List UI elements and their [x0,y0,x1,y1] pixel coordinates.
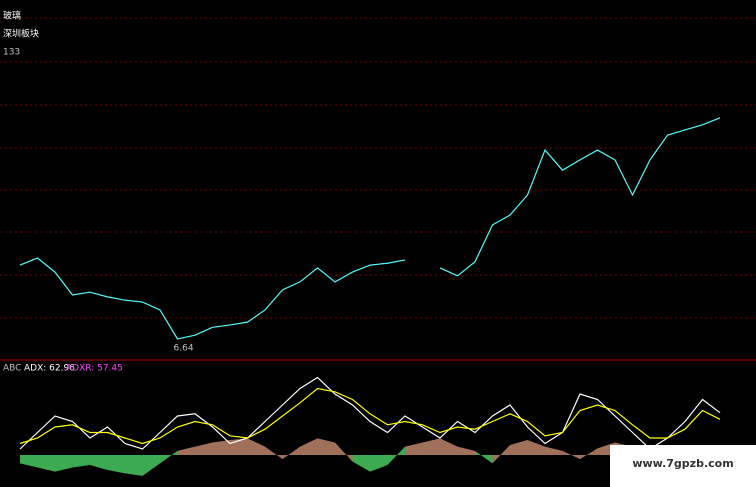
area-segment [265,446,283,460]
area-segment [580,448,598,460]
indicator-name: ABC [3,364,21,374]
area-segment [317,438,335,455]
area-segment [160,450,178,464]
series-line [19,376,721,450]
area-segment [142,455,160,476]
area-segment [457,446,475,455]
grid [0,17,756,361]
area-segment [90,455,108,470]
stock-name: 玻璃 [3,10,21,22]
series-line [19,257,406,340]
series-line [19,387,721,445]
watermark-box [610,445,756,487]
area-segment [282,446,300,460]
legend-entry: ADXR: 57.45 [66,364,123,374]
area-segment [387,446,405,465]
area-segment [335,442,353,462]
area-segment [475,450,493,464]
area-segment [492,445,510,464]
area-segment [405,442,423,455]
low-annotation: 6.64 [174,344,194,354]
area-segment [545,446,563,455]
area-segment [247,438,265,455]
area-segment [300,438,318,455]
area-segment [195,442,213,455]
code: 133 [3,48,20,58]
series-line [439,117,721,277]
area-segment [422,438,440,455]
sector: 深圳板块 [3,28,39,40]
area-segment [125,455,143,476]
area-segment [527,440,545,455]
area-segment [440,438,458,455]
area-segment [20,455,38,468]
legend-entry: ADX: 62.96 [24,364,75,374]
area-segment [562,450,580,460]
area-segment [55,455,73,472]
area-segment [37,455,55,472]
area-segment [370,455,388,472]
area-segment [72,455,90,468]
area-segment [352,455,370,472]
area-segment [510,440,528,455]
area-segment [212,440,230,455]
watermark: www.7gpzb.com [632,457,733,470]
area-segment [177,446,195,455]
area-segment [107,455,125,474]
